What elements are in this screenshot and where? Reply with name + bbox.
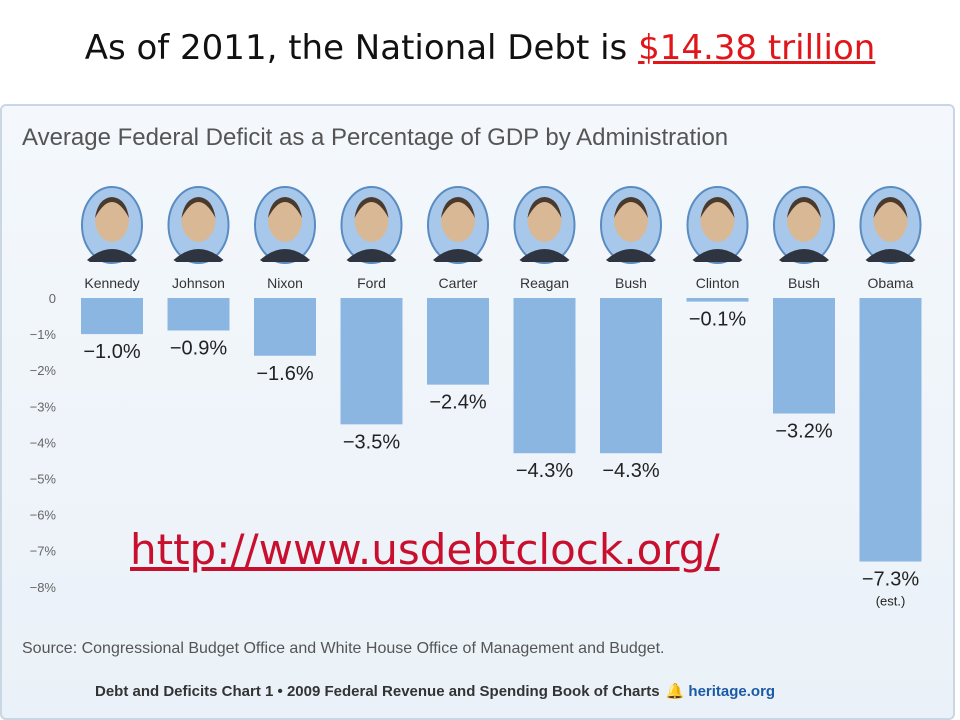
- portrait-suit: [260, 249, 310, 262]
- slide-title-text: As of 2011, the National Debt is: [84, 28, 639, 68]
- portrait-face: [787, 198, 821, 242]
- y-tick-label: −8%: [30, 580, 57, 595]
- portrait-suit: [173, 249, 224, 262]
- portrait-suit: [433, 249, 483, 262]
- portrait-hair: [787, 197, 821, 218]
- portrait-suit: [346, 249, 397, 262]
- portrait-hair: [700, 197, 735, 218]
- value-label: −7.3%: [862, 569, 919, 591]
- value-label: −0.9%: [170, 337, 227, 359]
- y-tick-label: −3%: [30, 399, 57, 414]
- portrait-hair: [181, 197, 216, 218]
- bar: [167, 298, 230, 331]
- portrait-suit: [779, 249, 829, 262]
- bar: [600, 298, 662, 454]
- category-label: Obama: [868, 275, 914, 291]
- value-label: −3.2%: [775, 421, 832, 443]
- source-note: Source: Congressional Budget Office and …: [22, 640, 665, 657]
- value-label: −3.5%: [343, 431, 400, 453]
- bar: [254, 298, 316, 356]
- debt-amount-link[interactable]: $14.38 trillion: [638, 28, 876, 68]
- y-tick-label: 0: [49, 291, 56, 306]
- category-label: Carter: [439, 275, 478, 291]
- bar: [427, 298, 489, 385]
- value-label: −1.6%: [256, 363, 313, 385]
- portrait-face: [95, 198, 129, 242]
- y-tick-label: −4%: [30, 435, 57, 450]
- y-tick-label: −1%: [30, 327, 57, 342]
- portrait-hair: [441, 197, 475, 218]
- debt-clock-link[interactable]: http://www.usdebtclock.org/: [130, 525, 720, 574]
- estimate-note: (est.): [876, 594, 906, 609]
- portrait-face: [268, 198, 302, 242]
- portrait-face: [354, 198, 389, 242]
- y-tick-label: −2%: [30, 363, 57, 378]
- category-label: Bush: [788, 275, 820, 291]
- bar: [340, 298, 403, 425]
- y-tick-label: −6%: [30, 508, 57, 523]
- bell-icon: 🔔: [665, 683, 685, 700]
- portrait-face: [181, 198, 216, 242]
- portrait-hair: [614, 197, 648, 218]
- category-label: Ford: [357, 275, 386, 291]
- value-label: −0.1%: [689, 309, 746, 331]
- bar: [773, 298, 835, 414]
- chart-title: Average Federal Deficit as a Percentage …: [22, 124, 729, 151]
- portrait-hair: [354, 197, 389, 218]
- y-tick-label: −7%: [30, 544, 57, 559]
- portrait-face: [527, 198, 562, 242]
- value-label: −4.3%: [602, 460, 659, 482]
- y-tick-label: −5%: [30, 472, 57, 487]
- portrait-face: [700, 198, 735, 242]
- portrait-face: [441, 198, 475, 242]
- portrait-suit: [87, 249, 137, 262]
- portrait-hair: [527, 197, 562, 218]
- category-label: Reagan: [520, 275, 569, 291]
- category-label: Johnson: [172, 275, 225, 291]
- portrait-face: [873, 198, 908, 242]
- portrait-face: [614, 198, 648, 242]
- portrait-hair: [268, 197, 302, 218]
- footer: Debt and Deficits Chart 1 • 2009 Federal…: [95, 682, 775, 700]
- bar: [859, 298, 922, 562]
- value-label: −1.0%: [83, 341, 140, 363]
- portrait-hair: [95, 197, 129, 218]
- footer-org: heritage.org: [688, 683, 776, 700]
- value-label: −2.4%: [429, 392, 486, 414]
- category-label: Nixon: [267, 275, 303, 291]
- category-label: Clinton: [696, 275, 740, 291]
- value-label: −4.3%: [516, 460, 573, 482]
- portrait-hair: [873, 197, 908, 218]
- bar: [513, 298, 576, 454]
- bar: [81, 298, 143, 335]
- portrait-suit: [865, 249, 916, 262]
- portrait-suit: [606, 249, 656, 262]
- category-label: Bush: [615, 275, 647, 291]
- portrait-suit: [692, 249, 743, 262]
- bar: [686, 298, 749, 302]
- slide-title: As of 2011, the National Debt is $14.38 …: [0, 28, 960, 68]
- category-label: Kennedy: [84, 275, 139, 291]
- portrait-suit: [519, 249, 570, 262]
- footer-text: Debt and Deficits Chart 1 • 2009 Federal…: [95, 683, 660, 700]
